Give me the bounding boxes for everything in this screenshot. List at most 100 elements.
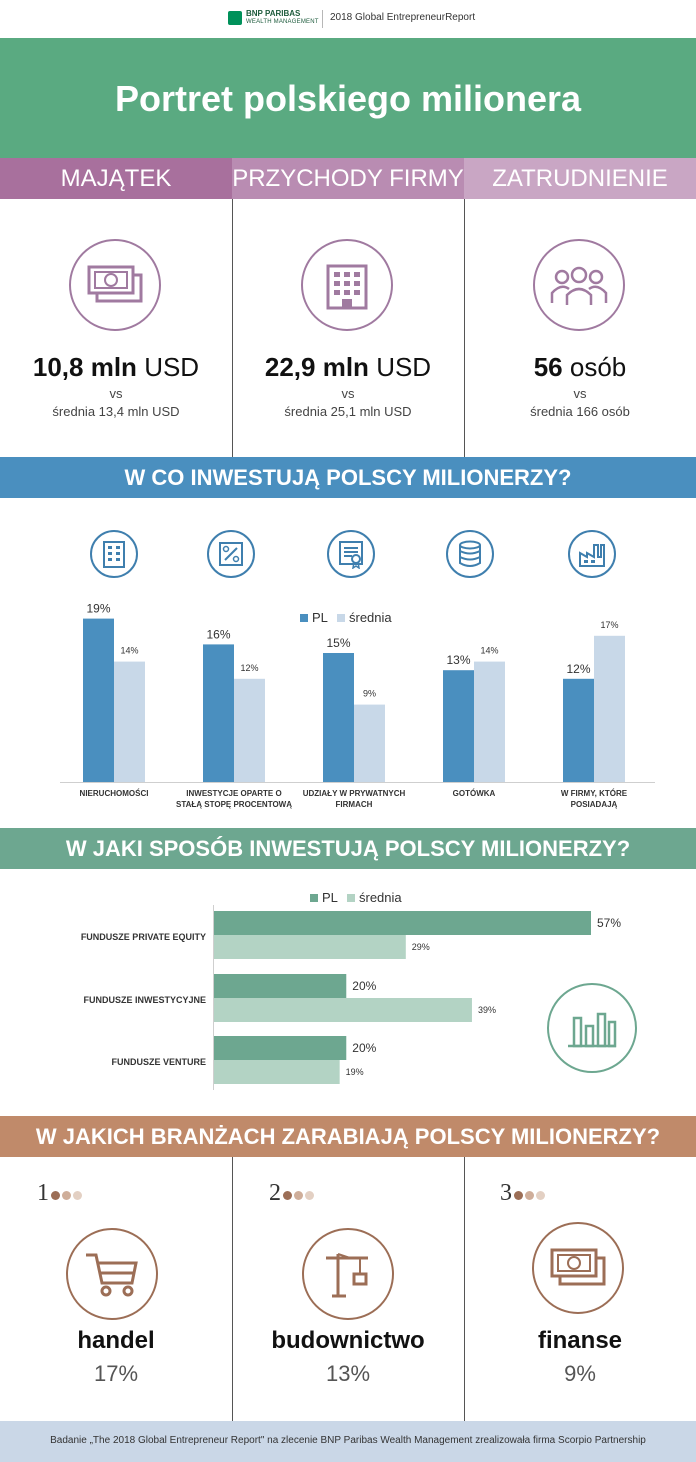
industry-name: handel — [77, 1327, 155, 1354]
industry-section-title: W JAKICH BRANŻACH ZARABIAJĄ POLSCY MILIO… — [0, 1116, 696, 1157]
footer-band — [0, 1421, 696, 1462]
employment-amount: 56 — [533, 352, 563, 382]
how-section-title: W JAKI SPOSÓB INWESTUJĄ POLSCY MILIONERZ… — [0, 828, 696, 869]
industry-percent: 13% — [325, 1361, 371, 1386]
bar-pl — [443, 670, 474, 782]
rank-dot — [294, 1191, 303, 1200]
brand-name: BNP PARIBAS — [246, 9, 301, 18]
legend-how-avg-label: średnia — [359, 890, 402, 905]
certificate-icon — [327, 530, 375, 578]
people-icon — [533, 239, 625, 331]
divider — [232, 199, 233, 457]
bar-value-label: 19% — [86, 602, 110, 616]
legend-avg-swatch — [337, 614, 345, 622]
bar-pl — [214, 1036, 347, 1060]
bar-value-label: 13% — [446, 653, 470, 667]
bar-value-label: 20% — [352, 1041, 376, 1055]
chart-icon — [547, 983, 637, 1073]
factory-icon — [568, 530, 616, 578]
legend-how-avg-swatch — [347, 894, 355, 902]
industry-name: budownictwo — [271, 1327, 425, 1354]
bar-avg — [114, 661, 145, 782]
rank-dot — [514, 1191, 523, 1200]
rank-dot — [536, 1191, 545, 1200]
building-icon — [301, 239, 393, 331]
industry-percent: 17% — [93, 1361, 139, 1386]
wealth-value: 10,8 mln USD — [0, 352, 232, 383]
rank-1: 1 — [37, 1180, 82, 1207]
revenue-average: średnia 25,1 mln USD — [284, 404, 412, 419]
legend-avg-label: średnia — [349, 610, 392, 625]
rank-number: 1 — [37, 1180, 49, 1206]
category-label: W FIRMY, KTÓRE — [561, 789, 628, 798]
bar-value-label: 17% — [600, 620, 618, 630]
rank-dot — [73, 1191, 82, 1200]
shopping-cart-icon — [66, 1228, 158, 1320]
rank-dot — [525, 1191, 534, 1200]
employment-unit: osób — [569, 352, 627, 382]
bar-value-label: 14% — [480, 646, 498, 656]
bar-value-label: 9% — [363, 689, 376, 699]
invest-bar-chart: 19% 14% NIERUCHOMOŚCI 16% 12% INWESTYCJE OPAR… — [60, 602, 655, 809]
category-employment: ZATRUDNIENIE — [464, 158, 696, 199]
category-revenue: PRZYCHODY FIRMY — [232, 158, 464, 199]
bar-value-label: 14% — [120, 646, 138, 656]
footer-note: Badanie „The 2018 Global Entrepreneur Re… — [50, 1435, 646, 1446]
bar-pl — [563, 678, 594, 782]
bar-avg — [354, 704, 385, 782]
industry-name: finanse — [537, 1327, 623, 1354]
category-label: INWESTYCJE OPARTE O — [186, 789, 281, 798]
wealth-amount: 10,8 mln — [32, 352, 137, 382]
title-band — [0, 38, 696, 158]
coins-icon — [446, 530, 494, 578]
bar-value-label: 12% — [566, 662, 590, 676]
bar-pl — [83, 618, 114, 782]
industry-percent: 9% — [564, 1361, 596, 1386]
legend-pl-label: PL — [312, 610, 328, 625]
bar-value-label: 39% — [478, 1005, 496, 1015]
bar-value-label: 16% — [206, 627, 230, 641]
legend-how-pl-swatch — [310, 894, 318, 902]
logo-separator — [322, 10, 323, 28]
bar-value-label: 57% — [597, 916, 621, 930]
employment-vs: vs — [573, 386, 587, 401]
bar-value-label: 29% — [412, 942, 430, 952]
category-label: POSIADAJĄ — [571, 800, 618, 809]
legend-how-pl-label: PL — [322, 890, 338, 905]
category-label: FIRMACH — [336, 800, 373, 809]
money-icon — [532, 1222, 624, 1314]
money-icon — [69, 239, 161, 331]
rank-number: 2 — [269, 1180, 281, 1206]
bar-avg — [214, 1060, 340, 1084]
category-label: NIERUCHOMOŚCI — [80, 789, 149, 798]
divider — [232, 1157, 233, 1421]
category-label: STAŁĄ STOPĘ PROCENTOWĄ — [176, 800, 292, 809]
bar-value-label: 20% — [352, 979, 376, 993]
category-wealth: MAJĄTEK — [0, 158, 232, 199]
category-label: FUNDUSZE PRIVATE EQUITY — [81, 932, 206, 942]
bnp-logo-icon — [228, 11, 242, 25]
revenue-vs: vs — [341, 386, 355, 401]
legend-pl-swatch — [300, 614, 308, 622]
revenue-unit: USD — [376, 352, 432, 382]
bar-value-label: 19% — [346, 1067, 364, 1077]
category-label: UDZIAŁY W PRYWATNYCH — [303, 789, 406, 798]
real-estate-icon — [90, 530, 138, 578]
bar-avg — [234, 678, 265, 782]
bar-pl — [214, 911, 591, 935]
rank-number: 3 — [500, 1180, 512, 1206]
percent-icon — [207, 530, 255, 578]
bar-pl — [214, 974, 347, 998]
rank-dot — [305, 1191, 314, 1200]
rank-dot — [283, 1191, 292, 1200]
rank-3: 3 — [500, 1180, 545, 1207]
employment-value: 56 osób — [464, 352, 696, 383]
bar-pl — [323, 653, 354, 782]
category-label: FUNDUSZE INWESTYCYJNE — [83, 995, 206, 1005]
bar-avg — [594, 635, 625, 782]
page-title: Portret polskiego milionera — [114, 78, 582, 119]
revenue-value: 22,9 mln USD — [232, 352, 464, 383]
rank-dot — [51, 1191, 60, 1200]
bar-avg — [214, 998, 472, 1022]
wealth-unit: USD — [144, 352, 200, 382]
